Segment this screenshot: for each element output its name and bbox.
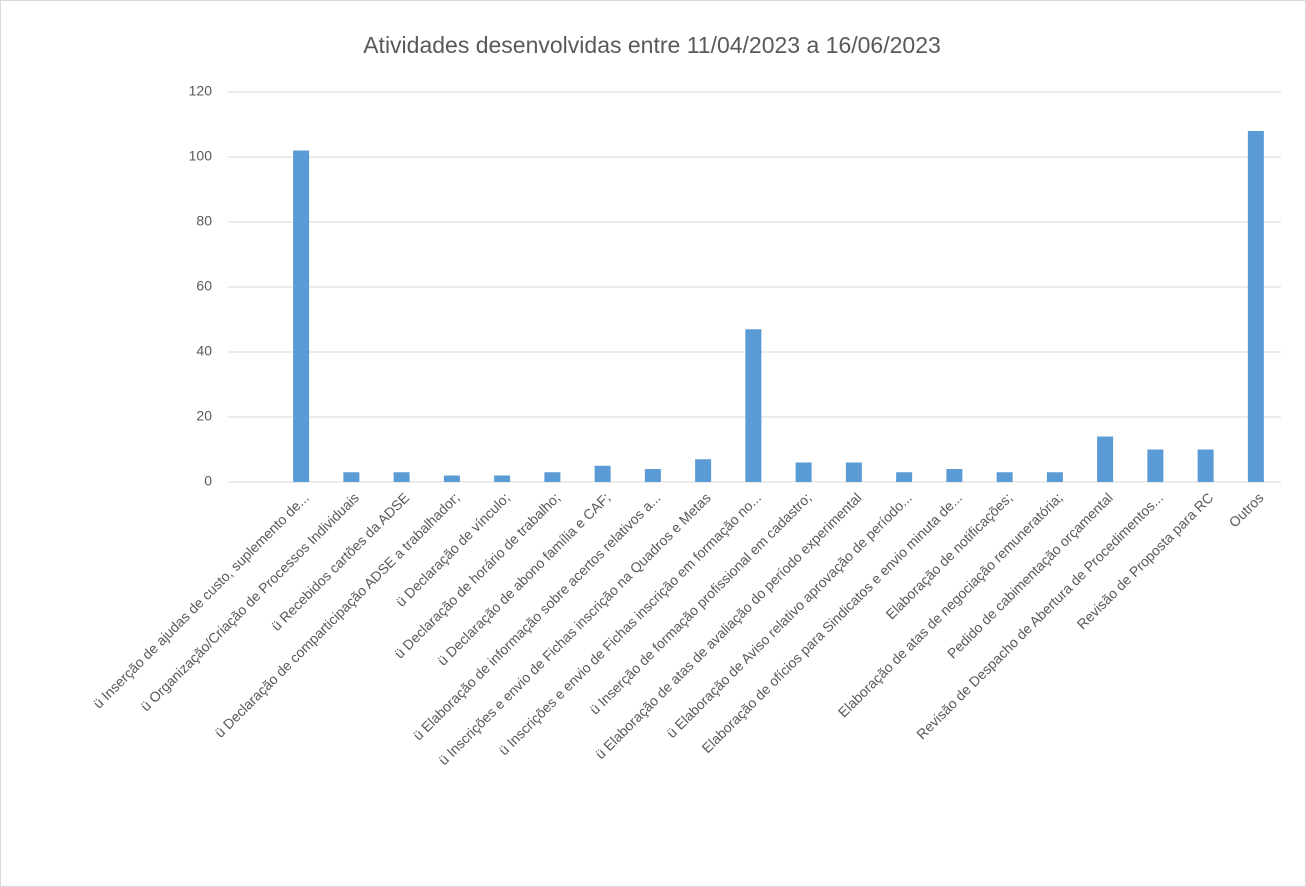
bar xyxy=(544,472,561,482)
bar xyxy=(1097,436,1114,482)
bar xyxy=(946,469,963,482)
y-tick-label: 120 xyxy=(189,83,213,99)
bar xyxy=(293,150,310,482)
bar xyxy=(1197,449,1214,482)
y-tick-label: 40 xyxy=(196,343,212,359)
bar xyxy=(343,472,360,482)
bar xyxy=(1247,131,1264,482)
bar xyxy=(393,472,410,482)
bar xyxy=(1046,472,1063,482)
y-tick-label: 80 xyxy=(196,213,212,229)
y-tick-label: 20 xyxy=(196,408,212,424)
bar xyxy=(795,462,812,482)
bar xyxy=(896,472,913,482)
bar xyxy=(443,475,460,482)
bar xyxy=(644,469,661,482)
bar xyxy=(745,329,762,482)
y-tick-label: 0 xyxy=(204,473,212,489)
bar xyxy=(594,465,611,482)
bar xyxy=(1147,449,1164,482)
bar xyxy=(996,472,1013,482)
bar xyxy=(695,459,712,482)
y-tick-label: 100 xyxy=(189,148,213,164)
bar xyxy=(494,475,511,482)
bar xyxy=(845,462,862,482)
y-tick-label: 60 xyxy=(196,278,212,294)
chart-title: Atividades desenvolvidas entre 11/04/202… xyxy=(363,32,941,58)
